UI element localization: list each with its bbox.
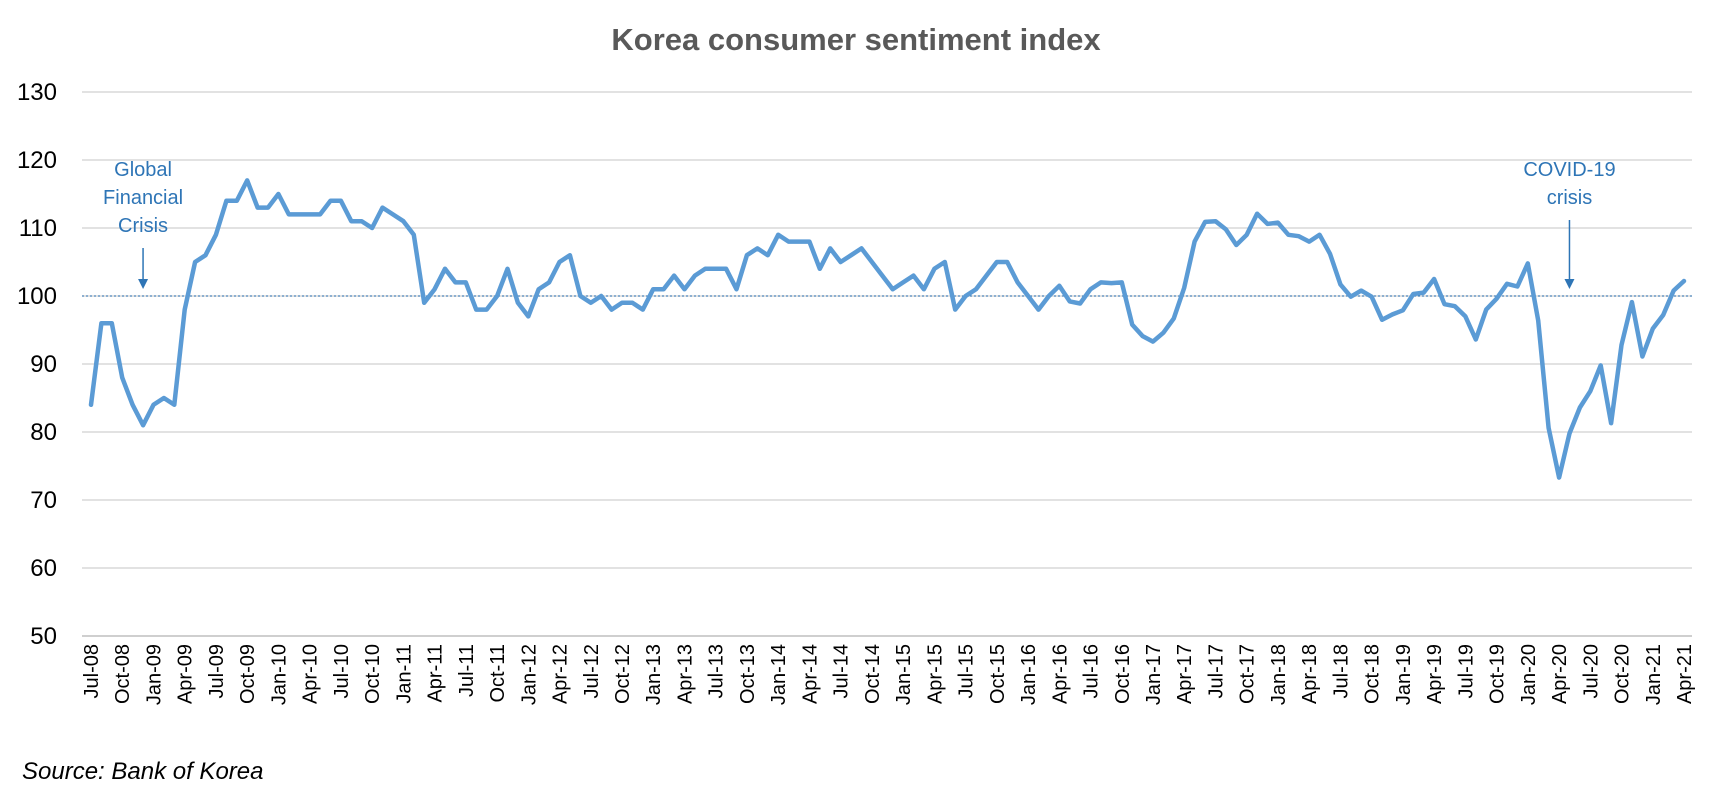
y-tick-label: 60	[30, 555, 57, 582]
x-tick-label: Apr-18	[1299, 644, 1321, 704]
x-tick-label: Jul-09	[206, 644, 228, 698]
x-tick-label: Jan-17	[1143, 644, 1165, 705]
x-tick-label: Apr-15	[924, 644, 946, 704]
x-tick-label: Jan-15	[893, 644, 915, 705]
x-tick-label: Jan-20	[1518, 644, 1540, 705]
x-tick-label: Oct-17	[1237, 644, 1259, 704]
x-tick-label: Oct-20	[1612, 644, 1634, 704]
y-tick-label: 80	[30, 419, 57, 446]
x-tick-label: Jul-13	[706, 644, 728, 698]
gridlines	[82, 91, 1692, 569]
x-tick-label: Jul-10	[331, 644, 353, 698]
x-tick-label: Oct-19	[1487, 644, 1509, 704]
annotation-text: Crisis	[118, 215, 168, 237]
x-tick-label: Apr-20	[1549, 644, 1571, 704]
annotation: Global Financial Crisis	[103, 159, 183, 289]
x-tick-label: Apr-14	[799, 644, 821, 704]
x-tick-label: Jul-20	[1580, 644, 1602, 698]
x-tick-label: Oct-12	[612, 644, 634, 704]
x-tick-label: Jan-13	[643, 644, 665, 705]
annotation-arrow-head	[1564, 279, 1575, 289]
y-tick-label: 70	[30, 487, 57, 514]
y-tick-label: 110	[19, 215, 57, 242]
y-axis-ticks: 50 60 70 80 90 100 110 120 130	[17, 79, 57, 650]
x-tick-label: Apr-11	[425, 644, 447, 703]
annotation-text: COVID-19	[1523, 159, 1615, 181]
annotations: Global Financial Crisis COVID-19 crisis	[103, 159, 1616, 289]
x-tick-label: Jul-19	[1455, 644, 1477, 698]
x-tick-label: Jan-18	[1268, 644, 1290, 705]
x-tick-label: Oct-11	[487, 644, 509, 703]
x-tick-label: Oct-18	[1362, 644, 1384, 704]
x-tick-label: Jan-16	[1018, 644, 1040, 705]
x-tick-label: Jul-11	[456, 644, 478, 697]
x-tick-label: Apr-09	[175, 644, 197, 704]
annotation-text: Financial	[103, 187, 183, 209]
series	[88, 178, 1687, 480]
x-tick-label: Jul-14	[831, 644, 853, 698]
chart-title: Korea consumer sentiment index	[611, 22, 1101, 57]
x-tick-label: Oct-14	[862, 644, 884, 704]
x-tick-label: Jan-19	[1393, 644, 1415, 705]
x-tick-label: Jan-10	[268, 644, 290, 705]
x-tick-label: Apr-19	[1424, 644, 1446, 704]
x-tick-label: Jul-12	[581, 644, 603, 698]
x-tick-label: Oct-08	[112, 644, 134, 704]
x-tick-label: Apr-13	[674, 644, 696, 704]
y-tick-label: 100	[17, 283, 57, 310]
x-tick-label: Apr-21	[1674, 644, 1696, 704]
x-tick-label: Jul-08	[81, 644, 103, 698]
x-tick-label: Jan-09	[143, 644, 165, 705]
annotation: COVID-19 crisis	[1523, 159, 1616, 289]
x-axis-ticks: Jul-08 Oct-08 Jan-09 Apr-09 Jul-09 Oct-09 Jan-…	[81, 644, 1696, 705]
x-tick-label: Jul-18	[1330, 644, 1352, 698]
x-tick-label: Apr-12	[550, 644, 572, 704]
x-tick-label: Apr-10	[300, 644, 322, 704]
x-tick-label: Jan-14	[768, 644, 790, 705]
x-tick-label: Jul-17	[1205, 644, 1227, 698]
x-tick-label: Oct-13	[737, 644, 759, 704]
annotation-arrow-head	[138, 279, 149, 289]
x-tick-label: Jan-12	[518, 644, 540, 705]
x-tick-label: Oct-09	[237, 644, 259, 704]
x-tick-label: Apr-17	[1174, 644, 1196, 704]
x-tick-label: Oct-10	[362, 644, 384, 704]
x-tick-label: Jan-11	[393, 644, 415, 704]
series-line	[88, 178, 1687, 480]
x-tick-label: Oct-15	[987, 644, 1009, 704]
x-tick-label: Oct-16	[1112, 644, 1134, 704]
x-tick-label: Jan-21	[1643, 644, 1665, 705]
x-tick-label: Jul-15	[956, 644, 978, 698]
y-tick-label: 120	[17, 147, 57, 174]
y-tick-label: 130	[17, 79, 57, 106]
x-tick-label: Jul-16	[1081, 644, 1103, 698]
y-tick-label: 50	[30, 623, 57, 650]
annotation-text: Global	[114, 159, 172, 181]
x-tick-label: Apr-16	[1049, 644, 1071, 704]
y-tick-label: 90	[30, 351, 57, 378]
source-note: Source: Bank of Korea	[22, 758, 264, 785]
annotation-text: crisis	[1547, 187, 1593, 209]
